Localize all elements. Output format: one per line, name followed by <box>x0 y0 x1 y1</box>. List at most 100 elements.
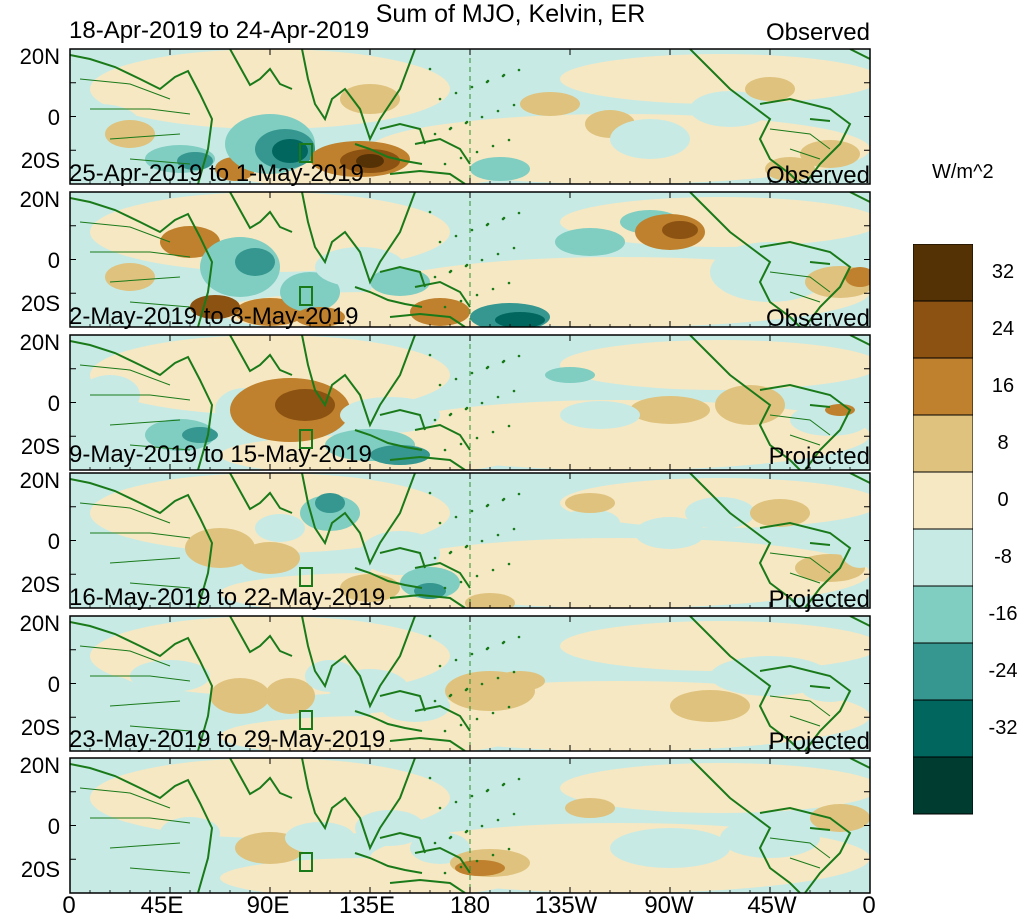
island-dot <box>428 491 432 495</box>
lon-label-0: 0 <box>62 892 76 919</box>
island-dot <box>512 812 516 816</box>
island-dot <box>464 407 468 411</box>
country-border <box>769 128 831 150</box>
coastline <box>299 852 313 872</box>
island-dot <box>433 418 437 422</box>
coastline <box>689 192 801 327</box>
anomaly-contour <box>800 670 860 702</box>
map-panel: 23-May-2019 to 29-May-2019 Projected 20N 0 2… <box>0 726 1021 894</box>
lon-label-0-end: 0 <box>862 892 876 919</box>
anomaly-map <box>69 191 871 328</box>
anomaly-contour <box>80 676 140 716</box>
anomaly-map <box>69 472 871 609</box>
colorbar-swatch <box>913 471 973 530</box>
island-dot <box>480 258 484 262</box>
anomaly-map <box>69 615 871 752</box>
island-dot <box>507 705 511 709</box>
island-dot <box>475 150 479 154</box>
island-dot <box>517 211 521 215</box>
coastline <box>689 335 801 470</box>
lat-label: 20N <box>19 753 60 778</box>
island-dot <box>433 275 437 279</box>
coastline <box>689 473 801 608</box>
island-dot <box>485 789 489 793</box>
coastline <box>809 827 831 831</box>
country-border <box>79 364 171 386</box>
panel-type-label: Observed <box>765 19 870 46</box>
lat-label: 0 <box>47 105 60 130</box>
country-border <box>129 867 191 874</box>
country-border <box>109 842 181 849</box>
coastline <box>354 567 423 589</box>
island-dot <box>428 353 432 357</box>
coastline <box>229 192 293 233</box>
country-border <box>90 817 191 824</box>
island-dot <box>491 287 495 291</box>
coastline <box>414 137 471 165</box>
lat-label: 20N <box>19 187 60 212</box>
island-dot <box>491 430 495 434</box>
coastline <box>70 478 214 608</box>
country-border <box>90 532 191 539</box>
lat-label: 0 <box>47 248 60 273</box>
coastline <box>379 265 426 288</box>
coastline <box>414 846 471 874</box>
island-dot <box>507 138 511 142</box>
panel-type-label: Projected <box>768 728 870 755</box>
island-dot <box>433 556 437 560</box>
map-panel: 16-May-2019 to 22-May-2019 Projected 20N 0 2… <box>0 584 1021 752</box>
country-border <box>789 857 821 869</box>
coastline <box>689 758 801 893</box>
anomaly-contour <box>356 154 384 168</box>
coastline <box>379 408 426 431</box>
anomaly-contour <box>410 298 470 326</box>
anomaly-contour <box>265 678 315 714</box>
island-dot <box>438 97 442 101</box>
lon-label-90e: 90E <box>246 892 290 919</box>
coastline <box>229 616 293 657</box>
coastline <box>354 710 423 732</box>
lat-label: 0 <box>47 672 60 697</box>
coastline <box>849 473 870 484</box>
island-dot <box>448 270 452 274</box>
country-border <box>129 301 191 308</box>
anomaly-contour <box>340 84 400 114</box>
coastline <box>689 616 801 751</box>
anomaly-contour <box>380 690 450 722</box>
anomaly-contour <box>685 497 755 529</box>
island-dot <box>448 413 452 417</box>
coastline <box>299 429 313 449</box>
island-dot <box>480 539 484 543</box>
island-dot <box>428 210 432 214</box>
island-dot <box>464 121 468 125</box>
country-border <box>90 675 191 682</box>
island-dot <box>428 634 432 638</box>
coastline <box>389 169 466 184</box>
island-dot <box>501 641 505 645</box>
colorbar-unit: W/m^2 <box>932 161 994 183</box>
island-dot <box>491 853 495 857</box>
island-dot <box>512 103 516 107</box>
colorbar-label: 32 <box>991 261 1015 283</box>
country-border <box>79 221 171 243</box>
coastline <box>70 763 214 893</box>
anomaly-contour <box>630 396 710 424</box>
lon-label-135e: 135E <box>338 892 396 919</box>
anomaly-contour <box>810 804 870 832</box>
anomaly-contour <box>545 367 595 383</box>
lon-label-45e: 45E <box>140 892 184 919</box>
coastline <box>849 192 870 203</box>
country-border <box>129 444 191 451</box>
coastline <box>389 736 466 751</box>
coastline <box>379 689 426 712</box>
island-dot <box>470 794 474 798</box>
anomaly-contour <box>90 828 170 868</box>
coastline <box>414 704 471 732</box>
colorbar-swatch <box>913 585 973 644</box>
lat-label: 20N <box>19 330 60 355</box>
island-dot <box>459 156 463 160</box>
colorbar-label: -24 <box>988 660 1018 682</box>
island-dot <box>459 299 463 303</box>
island-dot <box>475 436 479 440</box>
anomaly-contour <box>495 671 545 691</box>
